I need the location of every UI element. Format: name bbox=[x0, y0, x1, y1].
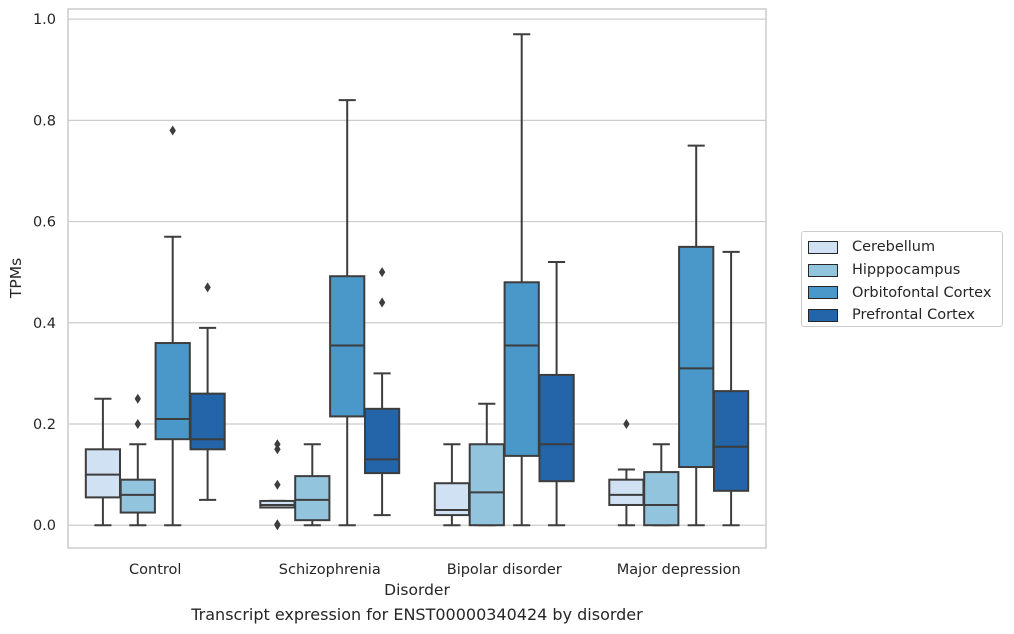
box bbox=[154, 342, 191, 441]
box bbox=[468, 443, 505, 527]
outlier-point bbox=[623, 419, 630, 430]
outlier-point bbox=[274, 444, 281, 455]
box-group bbox=[608, 419, 645, 527]
plot-frame bbox=[67, 8, 767, 549]
box bbox=[712, 390, 750, 492]
box-group bbox=[294, 443, 331, 527]
legend-item-orbitofrontal-cortex: Orbitofontal Cortex bbox=[808, 281, 1002, 304]
box bbox=[503, 281, 540, 457]
legend-item-prefrontal-cortex: Prefrontal Cortex bbox=[808, 304, 1002, 327]
legend-label-prefrontal-cortex: Prefrontal Cortex bbox=[852, 307, 975, 324]
box bbox=[84, 448, 122, 499]
box-plot-area bbox=[84, 33, 750, 531]
y-axis-label: TPMs bbox=[7, 258, 25, 299]
legend: Cerebellum Hipppocampus Orbitofontal Cor… bbox=[801, 231, 1003, 327]
y-tick-label: 0.0 bbox=[33, 518, 56, 534]
outlier-point bbox=[378, 267, 386, 278]
y-tick-label: 0.8 bbox=[33, 113, 56, 129]
legend-swatch-prefrontal-cortex bbox=[808, 308, 838, 322]
box bbox=[363, 407, 401, 475]
box bbox=[189, 392, 226, 451]
box bbox=[678, 245, 715, 469]
legend-item-cerebellum: Cerebellum bbox=[808, 236, 1002, 259]
box bbox=[538, 373, 575, 483]
box-group bbox=[329, 99, 366, 527]
box-group bbox=[433, 443, 471, 527]
outlier-point bbox=[134, 419, 141, 430]
x-tick-label: Schizophrenia bbox=[279, 562, 381, 578]
box-group bbox=[154, 125, 191, 527]
legend-label-cerebellum: Cerebellum bbox=[852, 239, 936, 256]
legend-label-hippocampus: Hipppocampus bbox=[852, 262, 961, 279]
x-tick-label: Bipolar disorder bbox=[447, 562, 562, 578]
figure-caption: Transcript expression for ENST0000034042… bbox=[191, 605, 643, 624]
box-group bbox=[119, 393, 156, 527]
box-group bbox=[712, 250, 750, 527]
y-axis-ticks: 0.0 0.2 0.4 0.6 0.8 1.0 bbox=[33, 12, 56, 534]
outlier-point bbox=[274, 439, 281, 450]
legend-swatch-orbitofrontal-cortex bbox=[808, 286, 838, 300]
box bbox=[119, 478, 156, 514]
y-tick-label: 1.0 bbox=[33, 12, 56, 28]
y-tick-label: 0.2 bbox=[33, 417, 56, 433]
x-tick-label: Control bbox=[129, 562, 181, 578]
legend-label-orbitofrontal-cortex: Orbitofontal Cortex bbox=[852, 284, 992, 301]
y-tick-label: 0.6 bbox=[33, 215, 56, 231]
x-axis-label: Disorder bbox=[384, 581, 450, 599]
legend-swatch-hippocampus bbox=[808, 263, 838, 277]
y-tick-label: 0.4 bbox=[33, 316, 56, 332]
x-axis-ticks: Control Schizophrenia Bipolar disorder Majo… bbox=[129, 562, 741, 578]
outlier-point bbox=[169, 125, 176, 136]
box bbox=[643, 471, 680, 527]
box-group bbox=[189, 282, 226, 501]
box-group bbox=[678, 144, 715, 527]
outlier-point bbox=[274, 519, 281, 530]
outlier-point bbox=[134, 393, 141, 404]
box-group bbox=[503, 33, 540, 527]
box-group bbox=[468, 402, 505, 527]
box-group bbox=[363, 267, 401, 517]
outlier-point bbox=[204, 282, 211, 293]
box bbox=[608, 478, 645, 506]
box-group bbox=[84, 397, 122, 527]
box bbox=[294, 475, 331, 522]
box-group bbox=[259, 439, 296, 531]
box-group bbox=[643, 443, 680, 527]
legend-item-hippocampus: Hipppocampus bbox=[808, 259, 1002, 282]
legend-swatch-cerebellum bbox=[808, 240, 838, 254]
box-group bbox=[538, 261, 575, 527]
outlier-point bbox=[274, 479, 281, 490]
x-tick-label: Major depression bbox=[617, 562, 741, 578]
outlier-point bbox=[378, 297, 386, 308]
